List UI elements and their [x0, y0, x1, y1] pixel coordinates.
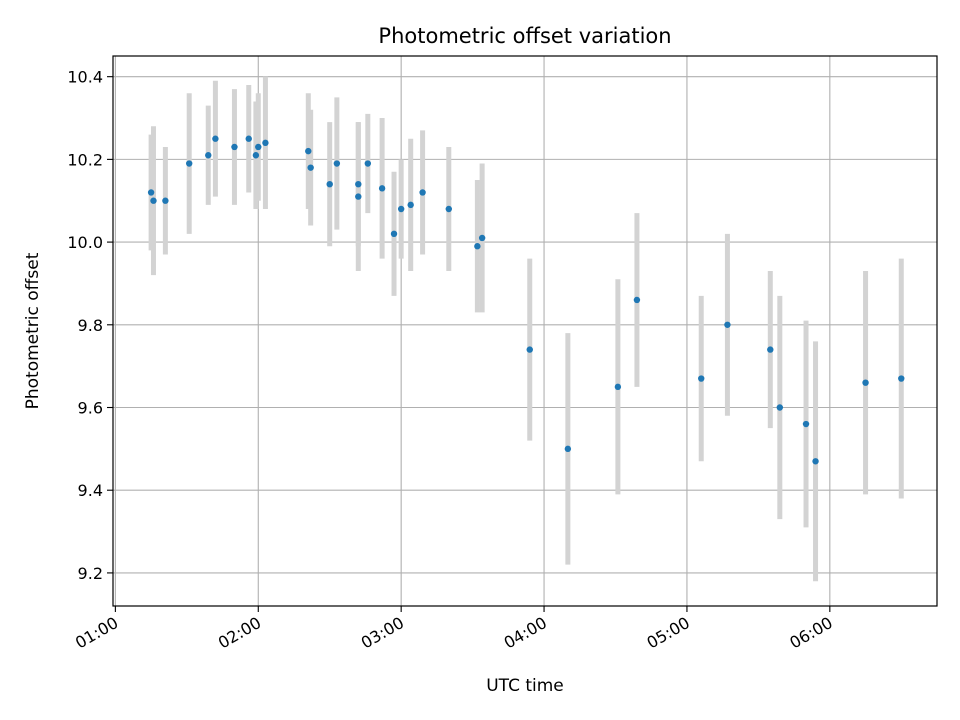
data-point	[898, 375, 905, 382]
y-tick-label: 10.2	[67, 150, 103, 169]
data-point	[802, 420, 810, 428]
data-point	[162, 197, 169, 204]
data-point	[862, 379, 869, 386]
data-point	[445, 205, 452, 213]
data-point	[378, 185, 386, 192]
x-axis-label: UTC time	[486, 676, 564, 696]
data-point	[262, 139, 269, 147]
data-point	[633, 296, 641, 304]
data-point	[205, 152, 212, 159]
data-point	[307, 164, 314, 171]
y-axis-label: Photometric offset	[23, 252, 43, 409]
data-point	[812, 458, 819, 465]
data-point	[698, 375, 705, 382]
data-point	[407, 201, 414, 209]
y-tick-label: 10.0	[67, 233, 103, 252]
y-tick-label: 10.4	[67, 68, 103, 87]
y-axis: 9.2 9.4 9.6 9.8 10.0 10.2 10.4	[67, 68, 113, 583]
data-point	[355, 180, 362, 188]
data-point	[767, 346, 774, 353]
data-point	[147, 189, 155, 196]
data-point	[252, 152, 260, 159]
chart-title: Photometric offset variation	[378, 24, 671, 48]
data-point	[326, 180, 333, 188]
data-points	[147, 135, 905, 465]
data-point	[305, 147, 312, 155]
data-point	[355, 193, 362, 200]
data-point	[390, 230, 398, 238]
data-point	[245, 135, 252, 142]
y-tick-label: 9.8	[78, 316, 103, 335]
y-tick-label: 9.4	[78, 481, 103, 500]
data-point	[474, 243, 481, 250]
data-point	[333, 160, 341, 167]
data-point	[526, 346, 533, 353]
data-point	[478, 234, 486, 242]
data-point	[212, 135, 219, 142]
data-point	[397, 205, 405, 213]
grid	[113, 56, 937, 606]
data-point	[255, 143, 262, 151]
data-point	[614, 383, 622, 391]
data-point	[724, 321, 731, 328]
y-tick-label: 9.2	[78, 564, 103, 583]
data-point	[186, 160, 193, 167]
data-point	[231, 143, 238, 151]
data-point	[419, 189, 426, 196]
data-point	[564, 445, 572, 453]
y-tick-label: 9.6	[78, 399, 103, 418]
plot-frame	[112, 55, 938, 607]
data-point	[150, 197, 157, 204]
data-point	[364, 160, 372, 167]
data-point	[776, 404, 784, 411]
